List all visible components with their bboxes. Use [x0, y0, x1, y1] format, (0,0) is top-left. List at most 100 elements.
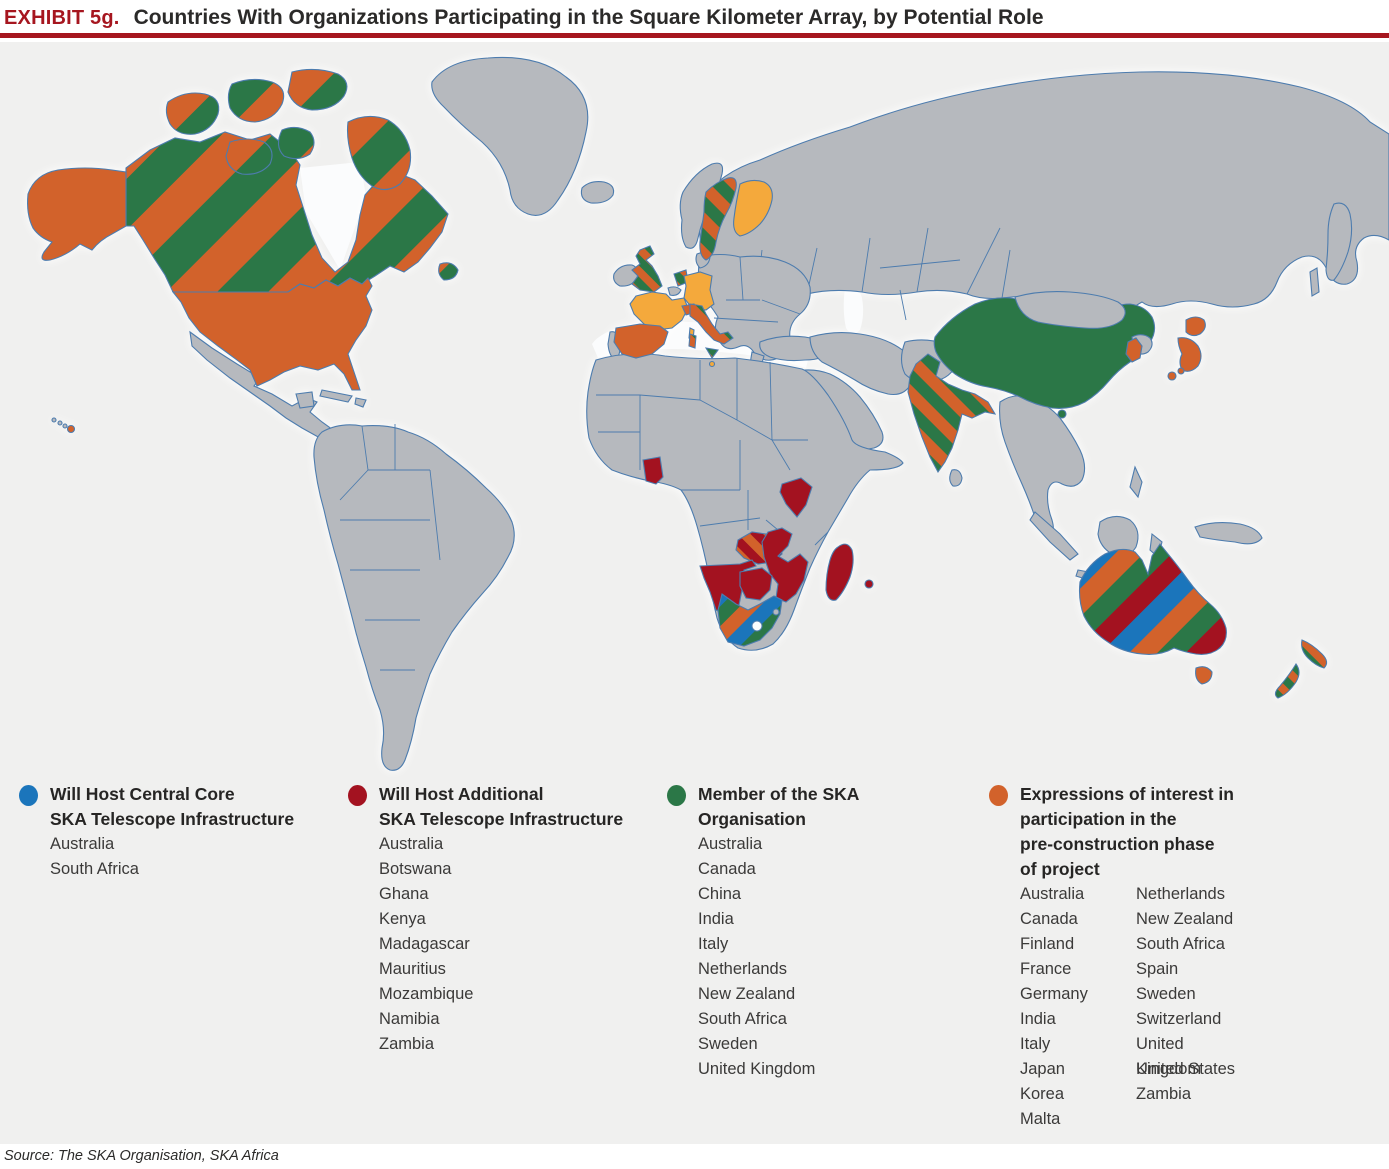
legend-dot-central-core	[19, 785, 38, 806]
us-alaska	[27, 167, 127, 261]
country-united-states	[171, 277, 373, 391]
south-america-borders	[339, 424, 441, 671]
canada-arctic-island-1	[165, 92, 220, 135]
page-title: Countries With Organizations Participati…	[133, 6, 1044, 29]
country-belgium	[667, 286, 682, 296]
legend-country: New Zealand	[698, 985, 796, 1003]
country-ghana	[642, 456, 664, 485]
region-southeast-asia	[999, 395, 1086, 537]
legend-country: Netherlands	[1136, 885, 1225, 903]
gray-land	[189, 56, 1389, 771]
china-hainan	[1057, 409, 1067, 419]
legend-country: Australia	[1020, 885, 1085, 903]
legend-countries-additional: Australia Botswana Ghana Kenya Madagascar Mau…	[379, 832, 648, 1057]
country-united-kingdom	[631, 245, 663, 293]
country-botswana	[739, 567, 773, 601]
kamchatka	[1325, 202, 1353, 281]
us-hawaii-big-island	[66, 424, 76, 434]
country-greenland	[431, 56, 589, 216]
island-sumatra	[1029, 511, 1079, 561]
legend-country: Korea	[1020, 1085, 1065, 1103]
legend-country: India	[1020, 1010, 1056, 1028]
legend-country: Canada	[1020, 910, 1078, 928]
legend-country: Australia	[698, 835, 763, 853]
legend-title-member: Member of the SKA Organisation	[698, 784, 860, 829]
canada-victoria-island	[225, 138, 273, 175]
japan-hokkaido	[1185, 316, 1206, 337]
legend-country: Germany	[1020, 985, 1088, 1003]
country-madagascar	[825, 543, 854, 601]
island-new-guinea	[1194, 521, 1263, 545]
legend-title-additional: Will Host Additional SKA Telescope Infra…	[379, 784, 624, 829]
legend-country: Mauritius	[379, 960, 446, 978]
country-mozambique	[761, 527, 809, 603]
new-zealand-south-island	[1274, 663, 1300, 699]
legend-country: Sweden	[1136, 985, 1196, 1003]
figure-panel: Will Host Central Core SKA Telescope Inf…	[0, 42, 1389, 1144]
italy-sicily	[704, 347, 719, 359]
country-malta	[708, 360, 716, 368]
legend-country: France	[1020, 960, 1072, 978]
legend-country: South Africa	[698, 1010, 787, 1028]
title-rule	[0, 33, 1389, 38]
legend-country: Malta	[1020, 1110, 1061, 1128]
legend-country: Sweden	[698, 1035, 758, 1053]
country-swaziland	[772, 608, 780, 616]
legend-dot-additional	[348, 785, 367, 806]
country-south-korea	[1125, 337, 1143, 363]
legend-country: India	[698, 910, 734, 928]
canada-arctic-island-6	[277, 126, 315, 160]
legend-country: Italy	[698, 935, 729, 953]
legend-country: Canada	[698, 860, 756, 878]
legend-country: Netherlands	[698, 960, 787, 978]
island-borneo	[1097, 515, 1139, 557]
country-mauritius	[864, 579, 874, 589]
source-note: Source: The SKA Organisation, SKA Africa	[4, 1148, 279, 1164]
country-italy	[689, 303, 734, 345]
legend-country: Botswana	[379, 860, 452, 878]
legend-country: Finland	[1020, 935, 1075, 953]
sakhalin	[1309, 267, 1320, 297]
hudson-bay	[300, 162, 366, 270]
legend-country: Australia	[379, 835, 444, 853]
japan-shikoku	[1177, 367, 1185, 375]
japan-honshu	[1177, 337, 1202, 372]
japan-kyushu	[1167, 371, 1177, 381]
legend-countries-member: Australia Canada China India Italy Netherland…	[698, 832, 967, 1082]
legend-countries-central-core: Australia South Africa	[50, 832, 319, 882]
legend-title-central-core: Will Host Central Core SKA Telescope Inf…	[50, 784, 295, 829]
legend-title-interest: Expressions of interest in participation…	[1020, 784, 1234, 879]
legend-country: United States	[1136, 1060, 1236, 1078]
legend-country: Australia	[50, 835, 115, 853]
country-sweden	[699, 177, 737, 261]
region-middle-east	[809, 331, 915, 396]
legend-country: Namibia	[379, 1010, 440, 1028]
country-germany	[683, 271, 715, 311]
yucatan	[295, 391, 315, 409]
exhibit-header: EXHIBIT 5g. Countries With Organizations …	[0, 0, 1389, 33]
country-south-africa	[717, 593, 783, 647]
colored-countries	[27, 68, 1328, 699]
country-spain	[613, 323, 669, 359]
country-cuba	[319, 389, 353, 403]
us-hawaii-island-2	[57, 420, 63, 426]
country-france	[629, 291, 689, 331]
legend-country: China	[698, 885, 742, 903]
legend-country: Switzerland	[1136, 1010, 1222, 1028]
australia-tasmania	[1195, 666, 1213, 685]
legend-dot-interest	[989, 785, 1008, 806]
legend-country: Ghana	[379, 885, 429, 903]
canada-baffin-island	[346, 115, 412, 191]
new-zealand-north-island	[1301, 639, 1328, 669]
legend-country: Italy	[1020, 1035, 1051, 1053]
island-philippines	[1129, 465, 1143, 499]
country-kenya	[779, 477, 813, 518]
lesotho-enclave	[751, 620, 763, 632]
legend-country: Spain	[1136, 960, 1179, 978]
legend-country: South Africa	[1136, 935, 1225, 953]
legend-dot-member	[667, 785, 686, 806]
continent-eurasia	[698, 71, 1389, 326]
legend-countries-interest-col2: Netherlands New Zealand South Africa Spain S…	[1136, 882, 1252, 1132]
canada-arctic-island-3	[287, 68, 348, 111]
country-india	[907, 353, 997, 474]
